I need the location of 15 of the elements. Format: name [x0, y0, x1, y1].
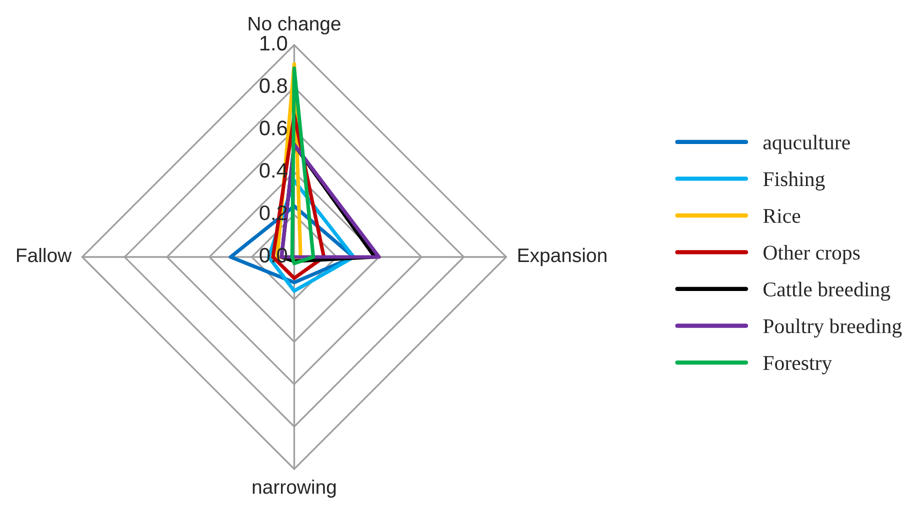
legend-label: Other crops	[764, 245, 860, 264]
legend-label: Fishing	[763, 172, 825, 190]
legend-label: Forestry	[763, 356, 832, 374]
legend-label: Cattle breeding	[764, 282, 890, 301]
y-tick-label: 0.0	[260, 248, 288, 263]
y-tick-label: 0.8	[260, 78, 287, 93]
spoke-label: No change	[248, 16, 340, 34]
legend-label: Rice	[763, 208, 800, 223]
legend-label: aquculture	[763, 134, 850, 154]
legend-label: Poultry breeding	[763, 318, 902, 338]
spoke-label: Fallow	[17, 248, 72, 262]
y-tick-label: 0.6	[260, 120, 287, 136]
spoke-label: Expansion	[518, 248, 606, 266]
y-tick-label: 1.0	[260, 36, 288, 51]
spoke-label: narrowing	[252, 480, 336, 498]
